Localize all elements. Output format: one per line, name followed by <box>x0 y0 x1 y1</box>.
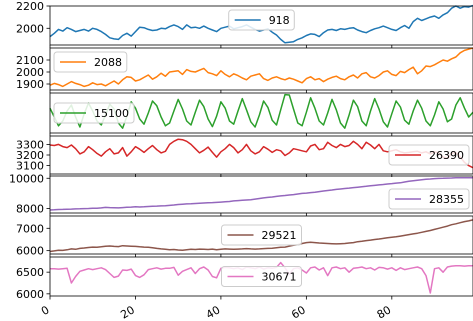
x-tick-label: 40 <box>204 303 223 321</box>
y-tick-label: 6500 <box>16 266 44 279</box>
y-tick-label: 2000 <box>16 66 44 79</box>
axes-frame <box>49 92 473 134</box>
series-line-29521 <box>49 219 473 253</box>
axes-frame <box>49 175 473 214</box>
series-line-15100 <box>49 93 473 129</box>
x-tick-label: 20 <box>118 303 137 321</box>
legend-30671: 30671 <box>221 266 302 287</box>
subplot-7: 6500 6000 30671 <box>16 256 473 301</box>
legend-label: 918 <box>269 14 290 27</box>
legend-label: 30671 <box>262 271 297 284</box>
x-tick-label: 0 <box>39 303 52 318</box>
y-tick-label: 8000 <box>16 202 44 215</box>
y-tick-label: 6000 <box>16 245 44 258</box>
legend-box <box>388 144 470 166</box>
subplot-6: 7000 6000 29521 <box>16 215 473 258</box>
subplot-1: 2200 2000 918 <box>16 0 473 48</box>
y-tick-label: 2100 <box>16 54 44 67</box>
legend-label: 29521 <box>262 229 297 242</box>
y-tick-label: 1900 <box>16 78 44 91</box>
y-tick-label: 3100 <box>16 160 44 173</box>
y-tick-label: 6000 <box>16 288 44 301</box>
axes-frame <box>49 47 473 91</box>
series-line-2088 <box>49 47 473 88</box>
legend-15100: 15100 <box>53 102 135 124</box>
axes-frame <box>49 5 473 46</box>
y-tick-label: 7000 <box>16 222 44 235</box>
series-line-918 <box>49 4 473 44</box>
legend-29521: 29521 <box>221 224 302 246</box>
legend-28355: 28355 <box>388 188 470 210</box>
legend-label: 28355 <box>429 193 464 206</box>
legend-box <box>53 102 135 124</box>
legend-918: 918 <box>228 9 295 31</box>
legend-label: 26390 <box>429 149 464 162</box>
legend-box <box>221 224 302 246</box>
legend-2088: 2088 <box>53 51 128 73</box>
y-tick-label: 2200 <box>16 0 44 13</box>
subplot-5: 10000 8000 28355 <box>9 172 473 216</box>
legend-box <box>228 9 295 31</box>
subplot-3: 15100 <box>49 92 473 136</box>
legend-label: 15100 <box>94 107 129 120</box>
y-tick-label: 2000 <box>16 22 44 35</box>
x-tick-label: 80 <box>375 303 394 321</box>
axes-frame <box>49 256 473 297</box>
legend-box <box>221 266 302 287</box>
legend-label: 2088 <box>94 56 122 69</box>
x-axis: 0 20 40 60 80 <box>39 296 393 321</box>
series-line-28355 <box>49 176 473 211</box>
x-tick-label: 60 <box>289 303 308 321</box>
axes-frame <box>49 215 473 255</box>
y-tick-label: 10000 <box>9 172 44 185</box>
legend-box <box>388 188 470 210</box>
y-tick-label: 3200 <box>16 149 44 162</box>
y-tick-label: 3300 <box>16 138 44 151</box>
legend-box <box>53 51 128 73</box>
legend-26390: 26390 <box>388 144 470 166</box>
